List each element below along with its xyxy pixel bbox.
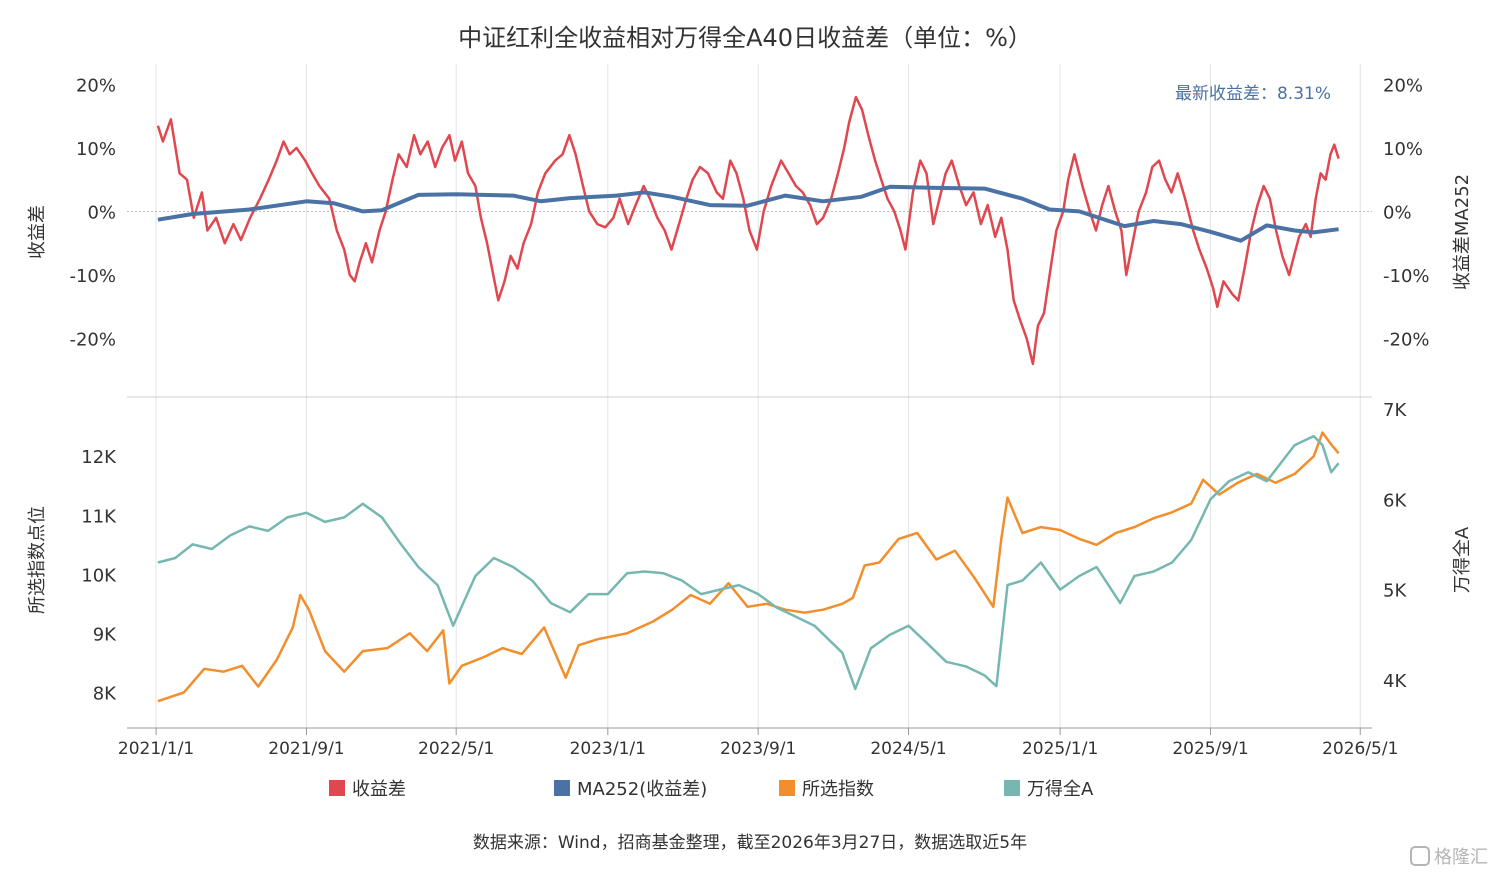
x-tick-label: 2025/1/1 bbox=[1022, 739, 1098, 759]
legend-label-diff: 收益差 bbox=[352, 779, 406, 800]
bottom-left-tick-label: 8K bbox=[93, 683, 117, 704]
top-right-tick-label: -10% bbox=[1383, 266, 1430, 287]
x-tick-label: 2023/9/1 bbox=[720, 739, 796, 759]
bottom-left-axis-title: 所选指数点位 bbox=[27, 506, 48, 614]
bottom-right-tick-label: 6K bbox=[1383, 490, 1407, 511]
bottom-right-tick-label: 5K bbox=[1383, 581, 1407, 602]
legend-swatch-diff bbox=[329, 780, 345, 796]
series-line-wind bbox=[157, 434, 1340, 691]
bottom-right-tick-label: 7K bbox=[1383, 400, 1407, 421]
watermark: 格隆汇 bbox=[1410, 846, 1488, 868]
top-axis-labels: 20% 20% 10% 10% 0% 0% -10% -10% -20% -20% bbox=[69, 75, 1429, 350]
bottom-left-tick-label: 11K bbox=[81, 506, 117, 527]
source-note: 数据来源：Wind，招商基金整理，截至2026年3月27日，数据选取近5年 bbox=[473, 833, 1027, 853]
series-line-diff bbox=[156, 95, 1340, 366]
bottom-left-tick-label: 10K bbox=[81, 565, 117, 586]
legend-swatch-ma bbox=[554, 780, 570, 796]
top-left-tick-label: 20% bbox=[76, 75, 116, 96]
top-left-tick-label: -20% bbox=[69, 330, 116, 351]
grid bbox=[127, 64, 1372, 735]
bottom-right-tick-label: 4K bbox=[1383, 671, 1407, 692]
top-left-tick-label: 0% bbox=[87, 202, 116, 223]
series-layer bbox=[156, 95, 1340, 703]
x-tick-label: 2021/9/1 bbox=[268, 739, 344, 759]
top-right-axis-title: 收益差MA252 bbox=[1452, 174, 1473, 290]
bottom-left-tick-label: 9K bbox=[93, 624, 117, 645]
legend-swatch-index bbox=[779, 780, 795, 796]
x-tick-label: 2026/5/1 bbox=[1322, 739, 1398, 759]
bottom-right-axis-title: 万得全A bbox=[1452, 526, 1473, 593]
top-right-tick-label: -20% bbox=[1383, 330, 1430, 351]
top-left-axis-title: 收益差 bbox=[27, 205, 48, 259]
x-tick-labels: 2021/1/1 2021/9/1 2022/5/1 2023/1/1 2023/9/1… bbox=[118, 739, 1399, 759]
top-right-tick-label: 0% bbox=[1383, 202, 1412, 223]
latest-diff-annotation: 最新收益差：8.31% bbox=[1175, 84, 1331, 104]
watermark-text: 格隆汇 bbox=[1434, 847, 1488, 868]
legend: 收益差 MA252(收益差) 所选指数 万得全A bbox=[329, 779, 1094, 800]
watermark-logo-icon bbox=[1410, 846, 1430, 866]
legend-swatch-wind bbox=[1004, 780, 1020, 796]
top-left-tick-label: 10% bbox=[76, 139, 116, 160]
series-line-ma bbox=[157, 184, 1339, 243]
top-right-tick-label: 20% bbox=[1383, 75, 1423, 96]
bottom-axis-labels: 12K 11K 10K 9K 8K 7K 6K 5K 4K bbox=[81, 400, 1407, 704]
x-tick-label: 2025/9/1 bbox=[1172, 739, 1248, 759]
x-tick-label: 2022/5/1 bbox=[418, 739, 494, 759]
legend-label-wind: 万得全A bbox=[1027, 779, 1094, 800]
legend-label-ma: MA252(收益差) bbox=[577, 779, 707, 800]
top-left-tick-label: -10% bbox=[69, 266, 116, 287]
bottom-left-tick-label: 12K bbox=[81, 447, 117, 468]
x-tick-label: 2023/1/1 bbox=[570, 739, 646, 759]
top-right-tick-label: 10% bbox=[1383, 139, 1423, 160]
legend-label-index: 所选指数 bbox=[802, 779, 874, 800]
series-line-index bbox=[157, 431, 1340, 703]
chart-title: 中证红利全收益相对万得全A40日收益差（单位：%） bbox=[458, 24, 1032, 52]
x-tick-label: 2021/1/1 bbox=[118, 739, 194, 759]
x-tick-label: 2024/5/1 bbox=[870, 739, 946, 759]
